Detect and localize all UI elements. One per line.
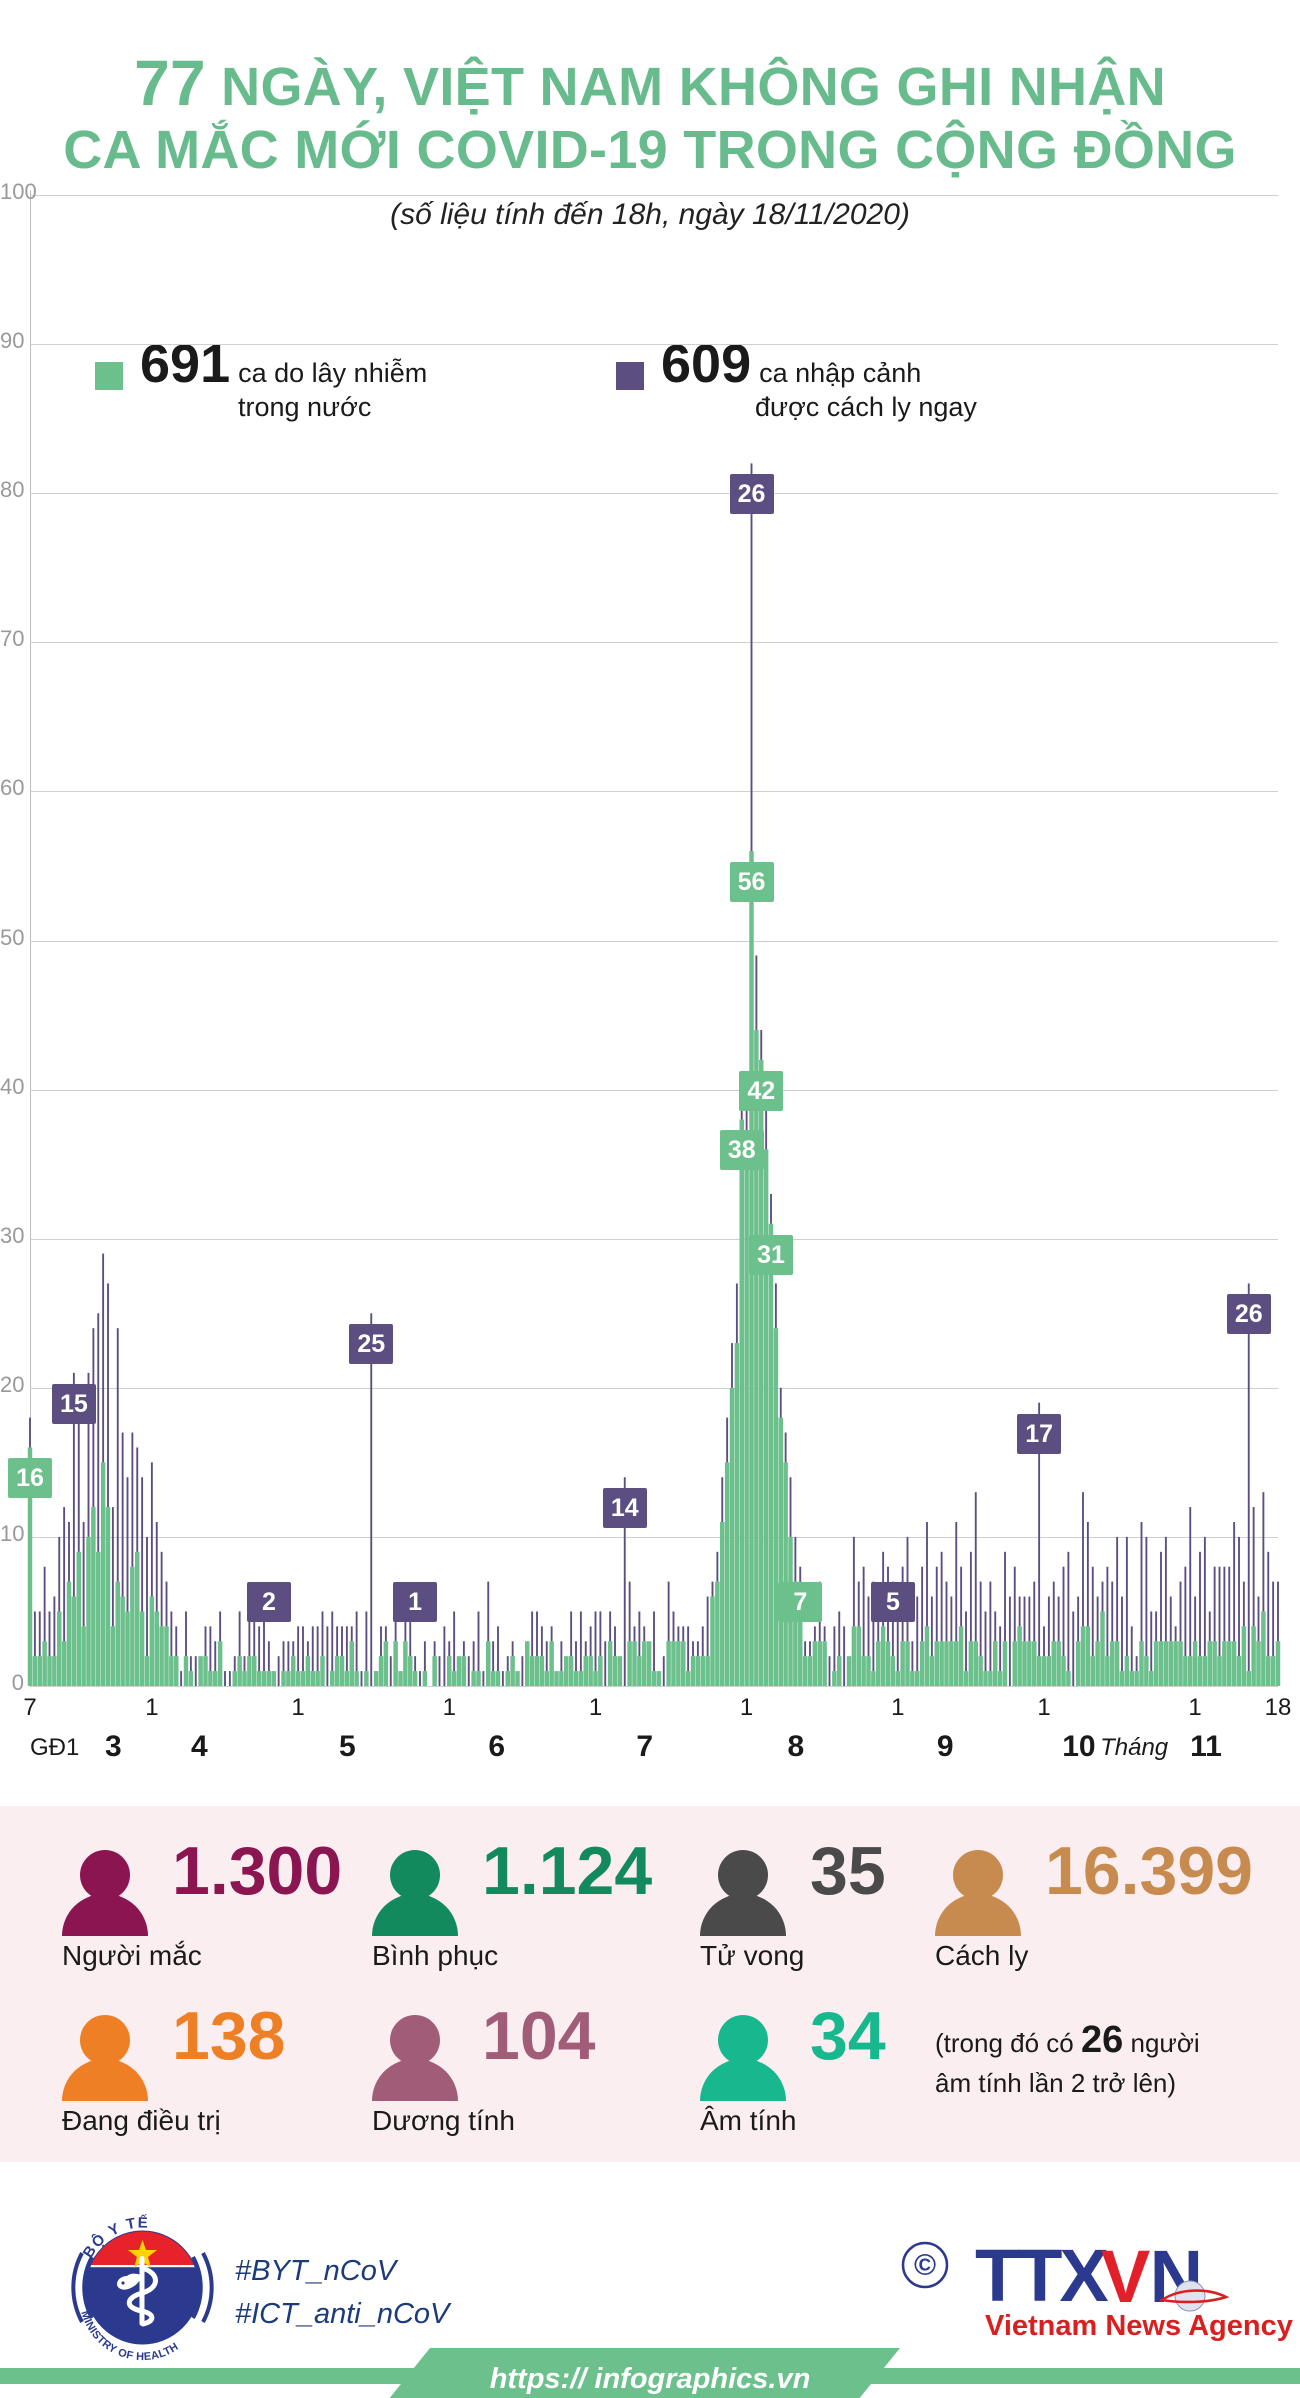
svg-text:https:// infographics.vn: https:// infographics.vn [490,2363,811,2395]
svg-text:©: © [914,2249,936,2282]
